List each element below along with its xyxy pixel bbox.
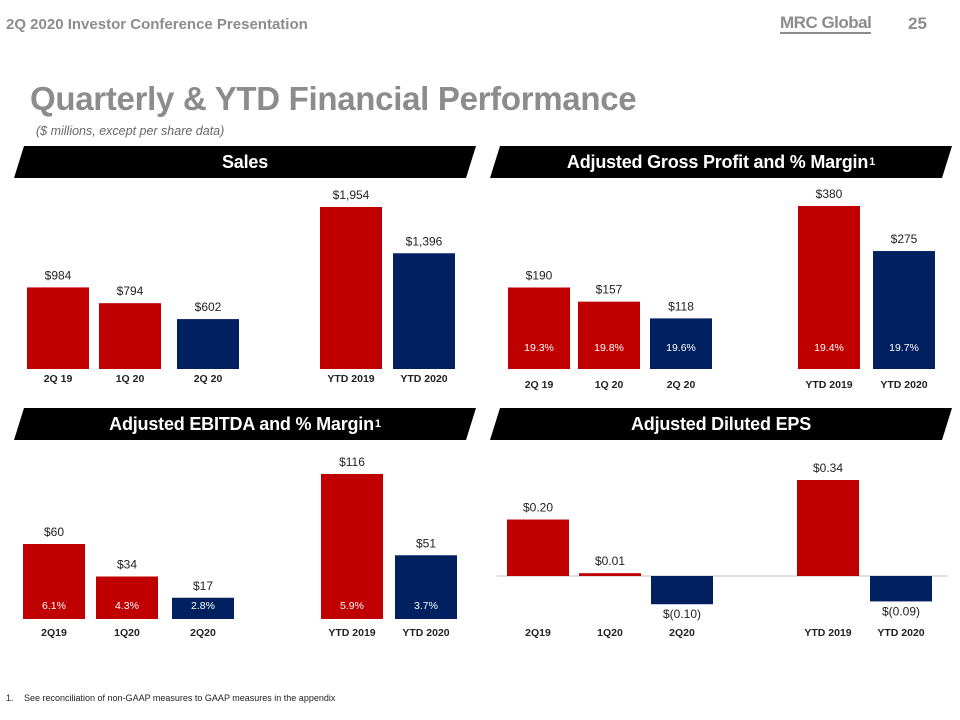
gross-profit-bar-4	[798, 206, 860, 369]
sales-chart-title: Sales	[14, 146, 476, 178]
gross-profit-value-label-2: $157	[596, 283, 623, 297]
gross-profit-bar-3	[650, 318, 712, 369]
company-logo: MRC Global	[780, 13, 872, 34]
footnote-text: See reconciliation of non-GAAP measures …	[24, 693, 336, 703]
ebitda-value-label-4: $116	[339, 455, 365, 469]
eps-value-label-2: $0.01	[595, 554, 625, 568]
eps-bar-5	[870, 576, 932, 602]
sales-value-label-1: $984	[45, 268, 72, 282]
gross-profit-bar-1	[508, 287, 570, 369]
ebitda-value-label-2: $34	[117, 558, 137, 572]
eps-bar-3	[651, 576, 713, 605]
ebitda-category-label-5: YTD 2020	[402, 627, 449, 639]
ebitda-category-label-2: 1Q20	[114, 627, 140, 639]
ebitda-value-label-1: $60	[44, 525, 64, 539]
footnote: 1. See reconciliation of non-GAAP measure…	[6, 693, 335, 703]
sales-bar-5	[393, 253, 455, 369]
gross-profit-margin-label-4: 19.4%	[814, 342, 844, 354]
sales-category-label-2: 1Q 20	[116, 373, 145, 385]
eps-value-label-4: $0.34	[813, 461, 843, 475]
eps-category-label-3: 2Q20	[669, 627, 695, 639]
gross-profit-margin-label-5: 19.7%	[889, 342, 919, 354]
eps-bar-1	[507, 519, 569, 576]
eps-bar-2	[579, 573, 641, 576]
eps-title-text: Adjusted Diluted EPS	[630, 413, 812, 434]
footnote-number: 1.	[6, 693, 14, 703]
sales-bar-3	[177, 319, 239, 369]
gross-profit-category-label-1: 2Q 19	[525, 379, 554, 391]
eps-category-label-4: YTD 2019	[804, 627, 851, 639]
ebitda-margin-label-2: 4.3%	[115, 600, 139, 612]
ebitda-bar-3	[172, 597, 234, 619]
eps-value-label-5: $(0.09)	[882, 604, 920, 618]
gross-profit-chart-title: Adjusted Gross Profit and % Margin 1	[490, 146, 952, 178]
sales-category-label-3: 2Q 20	[194, 373, 223, 385]
conference-title: 2Q 2020 Investor Conference Presentation	[6, 16, 308, 33]
ebitda-value-label-5: $51	[416, 536, 436, 550]
ebitda-category-label-1: 2Q19	[41, 627, 67, 639]
sales-value-label-2: $794	[117, 284, 144, 298]
gross-profit-value-label-5: $275	[891, 232, 918, 246]
ebitda-category-label-4: YTD 2019	[328, 627, 375, 639]
sales-category-label-4: YTD 2019	[327, 373, 374, 385]
eps-category-label-5: YTD 2020	[877, 627, 924, 639]
gross-profit-value-label-3: $118	[668, 299, 694, 313]
gross-profit-category-label-3: 2Q 20	[667, 379, 696, 391]
gross-profit-value-label-4: $380	[816, 187, 843, 201]
eps-value-label-3: $(0.10)	[663, 607, 701, 621]
ebitda-footnote-mark: 1	[374, 418, 381, 430]
ebitda-value-label-3: $17	[193, 579, 213, 593]
gross-profit-margin-label-1: 19.3%	[524, 342, 554, 354]
ebitda-title-text: Adjusted EBITDA and % Margin	[109, 413, 374, 434]
ebitda-bar-2	[96, 576, 158, 619]
eps-chart-title: Adjusted Diluted EPS	[490, 408, 952, 440]
gross-profit-margin-label-3: 19.6%	[666, 342, 696, 354]
sales-category-label-5: YTD 2020	[400, 373, 447, 385]
ebitda-bar-4	[321, 474, 383, 619]
sales-value-label-5: $1,396	[406, 234, 443, 248]
gross-profit-category-label-2: 1Q 20	[595, 379, 624, 391]
ebitda-chart-title: Adjusted EBITDA and % Margin 1	[14, 408, 476, 440]
eps-value-label-1: $0.20	[523, 501, 553, 515]
sales-value-label-3: $602	[195, 300, 222, 314]
gross-profit-bar-5	[873, 251, 935, 369]
sales-category-label-1: 2Q 19	[44, 373, 73, 385]
eps-category-label-1: 2Q19	[525, 627, 551, 639]
gross-profit-title-text: Adjusted Gross Profit and % Margin	[566, 151, 869, 172]
gross-profit-margin-label-2: 19.8%	[594, 342, 624, 354]
gross-profit-bar-2	[578, 301, 640, 369]
sales-value-label-4: $1,954	[333, 188, 370, 202]
sales-bar-1	[27, 287, 89, 369]
page-title: Quarterly & YTD Financial Performance	[30, 80, 637, 117]
ebitda-category-label-3: 2Q20	[190, 627, 216, 639]
ebitda-bar-5	[395, 555, 457, 619]
sales-title-text: Sales	[221, 151, 269, 172]
page-number: 25	[908, 14, 927, 33]
eps-bar-4	[797, 480, 859, 576]
eps-category-label-2: 1Q20	[597, 627, 623, 639]
sales-bar-4	[320, 207, 382, 369]
ebitda-margin-label-5: 3.7%	[414, 600, 438, 612]
ebitda-margin-label-1: 6.1%	[42, 600, 66, 612]
sales-bar-2	[99, 303, 161, 369]
ebitda-margin-label-4: 5.9%	[340, 600, 364, 612]
gross-profit-category-label-5: YTD 2020	[880, 379, 927, 391]
page-subtitle: ($ millions, except per share data)	[36, 124, 225, 138]
ebitda-margin-label-3: 2.8%	[191, 600, 215, 612]
gross-profit-footnote-mark: 1	[869, 156, 876, 168]
gross-profit-category-label-4: YTD 2019	[805, 379, 852, 391]
gross-profit-value-label-1: $190	[526, 269, 553, 283]
ebitda-bar-1	[23, 544, 85, 619]
